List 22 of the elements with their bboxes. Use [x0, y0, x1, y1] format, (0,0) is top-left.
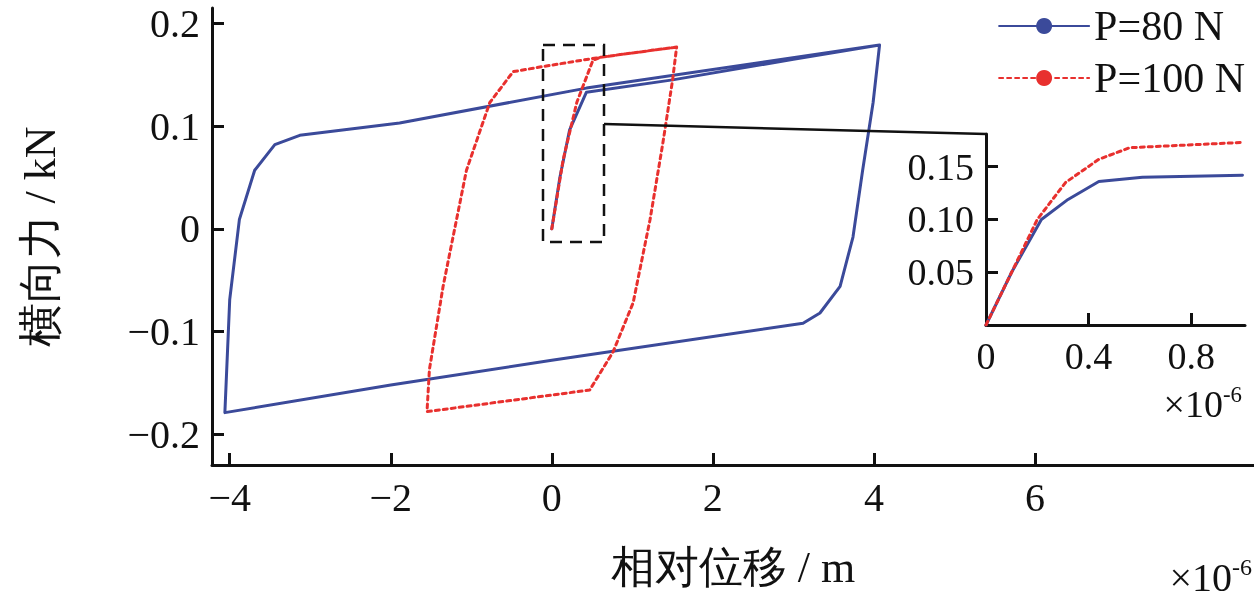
x-tick-label: 6	[1024, 474, 1045, 520]
y-tick-label: 0.05	[907, 251, 974, 294]
x-tick-label: 0.4	[1064, 335, 1113, 377]
y-tick-label: 0	[180, 206, 200, 252]
legend-label: P=100 N	[1094, 55, 1246, 101]
x-tick-label: 0	[541, 474, 562, 520]
line-series	[425, 45, 679, 414]
x-tick-label: −2	[369, 474, 413, 520]
x-tick-label: 0.8	[1167, 335, 1215, 377]
y-tick-label: 0.1	[150, 103, 200, 149]
x-tick-label: 2	[702, 474, 723, 520]
y-tick-label: 0.15	[907, 145, 974, 188]
y-axis-title: 横向力 / kN	[15, 126, 65, 347]
x-tick-label: 4	[863, 474, 884, 520]
y-tick-label: 0.10	[907, 198, 974, 241]
y-tick-label: −0.1	[127, 308, 200, 354]
line-series	[223, 43, 882, 415]
legend-label: P=80 N	[1094, 3, 1225, 49]
y-tick-label: 0.2	[150, 0, 200, 46]
y-tick-label: −0.2	[127, 411, 200, 457]
x-tick-label: −4	[208, 474, 251, 520]
x-axis-title: 相对位移 / m	[610, 542, 856, 592]
